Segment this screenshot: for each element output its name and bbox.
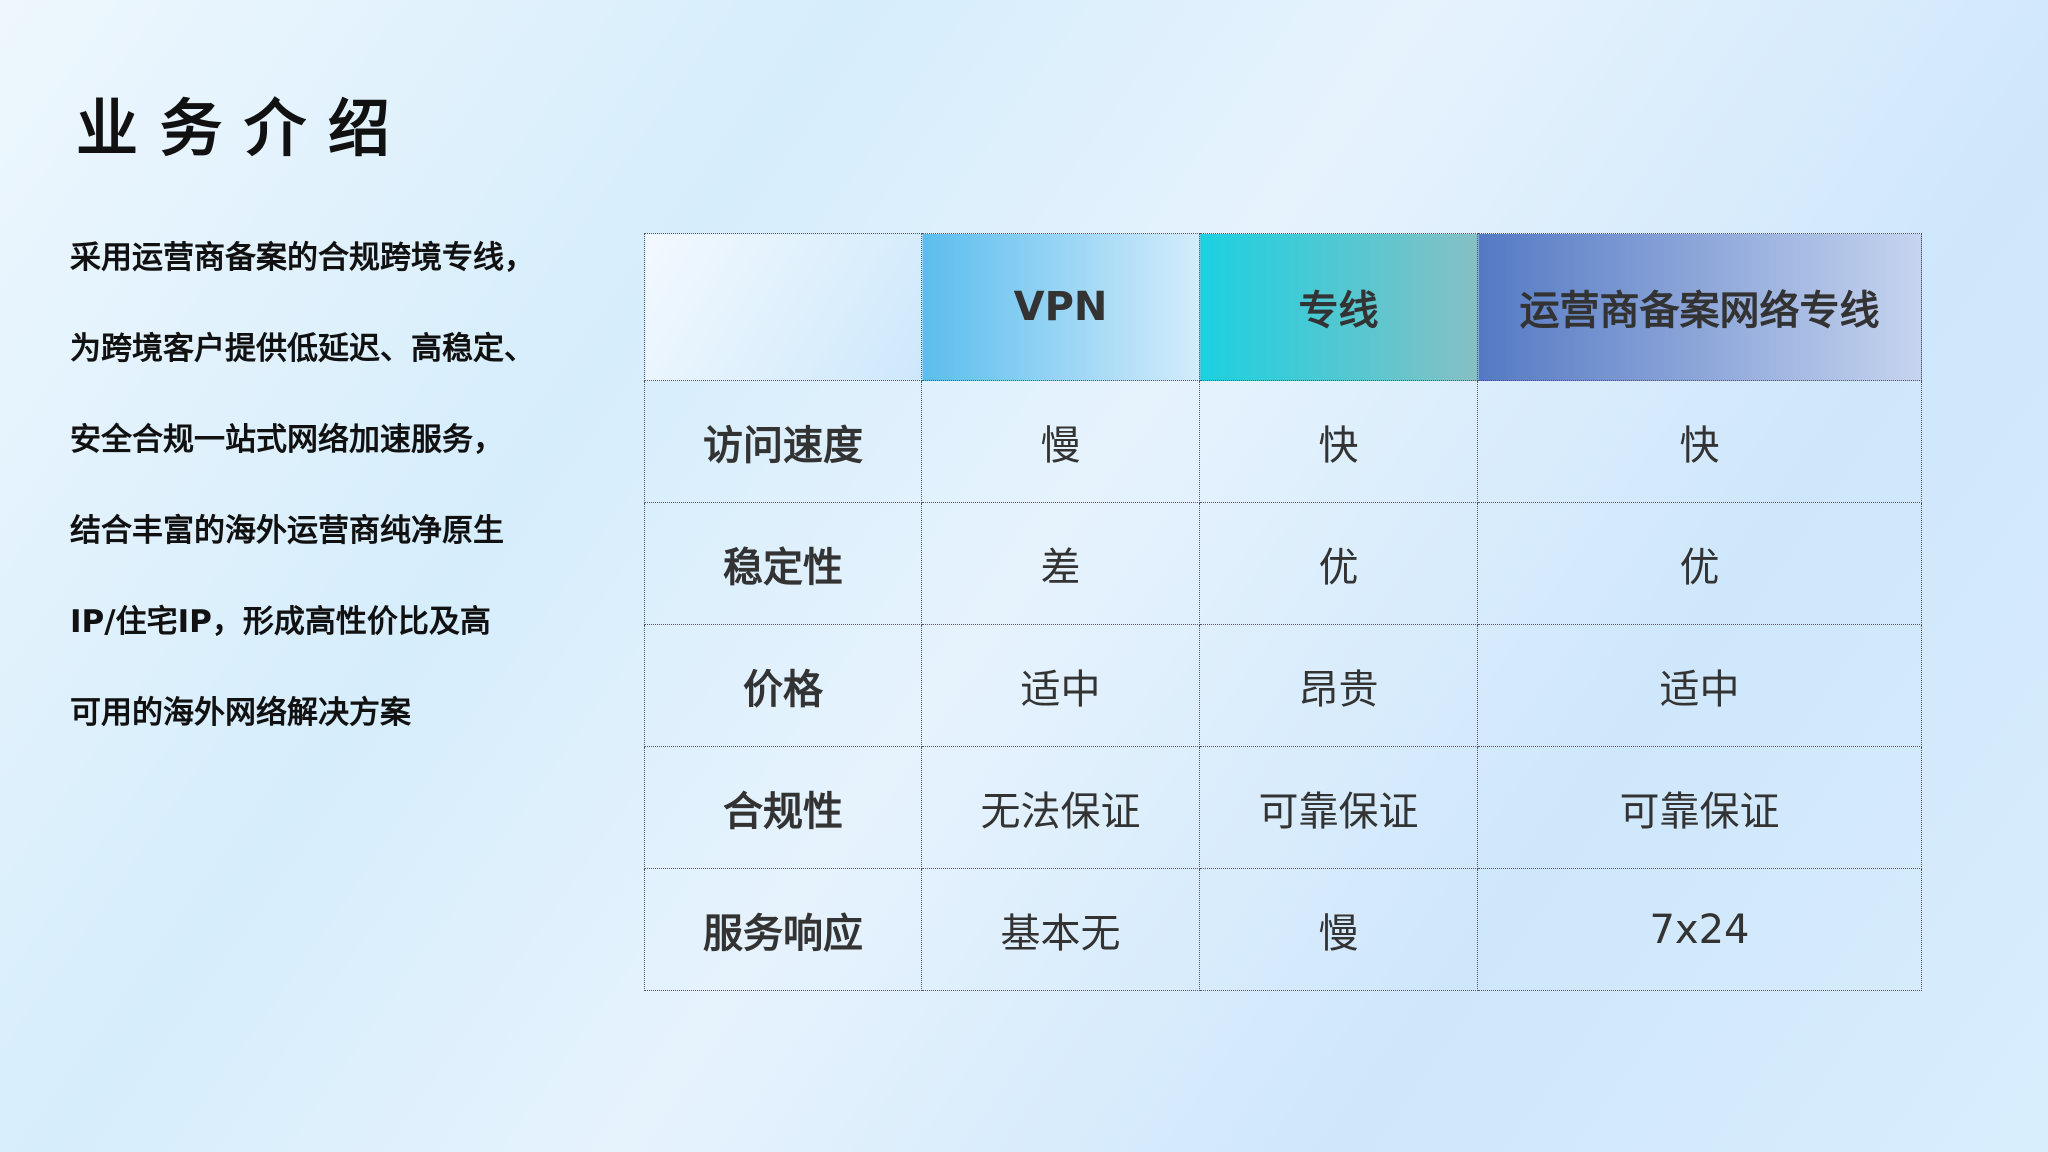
table-cell: 昂贵: [1199, 624, 1478, 747]
intro-line: 为跨境客户提供低延迟、高稳定、: [70, 331, 535, 367]
intro-line: IP/住宅IP，形成高性价比及高: [70, 604, 491, 640]
intro-line: 安全合规一站式网络加速服务，: [70, 422, 504, 458]
intro-line: 结合丰富的海外运营商纯净原生: [70, 513, 504, 549]
header-vpn: VPN: [921, 233, 1200, 381]
table-cell: 适中: [921, 624, 1200, 747]
table-cell: 适中: [1477, 624, 1922, 747]
table-cell: 快: [1477, 380, 1922, 503]
table-row: 稳定性 差 优 优: [644, 502, 1922, 625]
table-cell: 优: [1199, 502, 1478, 625]
intro-line: 可用的海外网络解决方案: [70, 695, 411, 731]
intro-line: 采用运营商备案的合规跨境专线，: [70, 240, 535, 276]
table-header-row: VPN 专线 运营商备案网络专线: [644, 233, 1922, 381]
table-row: 服务响应 基本无 慢 7x24: [644, 868, 1922, 991]
table-cell: 优: [1477, 502, 1922, 625]
table-cell: 慢: [1199, 868, 1478, 991]
header-empty: [644, 233, 922, 381]
row-label: 价格: [644, 624, 922, 747]
table-cell: 差: [921, 502, 1200, 625]
table-cell: 7x24: [1477, 868, 1922, 991]
comparison-table: VPN 专线 运营商备案网络专线 访问速度 慢 快 快 稳定性 差 优 优 价格…: [644, 233, 1922, 991]
table-cell: 慢: [921, 380, 1200, 503]
header-dedicated-line: 专线: [1199, 233, 1478, 381]
page-title: 业务介绍: [76, 92, 413, 165]
table-cell: 可靠保证: [1199, 746, 1478, 869]
table-cell: 基本无: [921, 868, 1200, 991]
table-cell: 可靠保证: [1477, 746, 1922, 869]
table-cell: 快: [1199, 380, 1478, 503]
table-cell: 无法保证: [921, 746, 1200, 869]
table-row: 价格 适中 昂贵 适中: [644, 624, 1922, 747]
row-label: 访问速度: [644, 380, 922, 503]
row-label: 服务响应: [644, 868, 922, 991]
intro-paragraph: 采用运营商备案的合规跨境专线， 为跨境客户提供低延迟、高稳定、 安全合规一站式网…: [70, 236, 610, 782]
header-carrier-line: 运营商备案网络专线: [1477, 233, 1922, 381]
row-label: 稳定性: [644, 502, 922, 625]
table-row: 访问速度 慢 快 快: [644, 380, 1922, 503]
table-row: 合规性 无法保证 可靠保证 可靠保证: [644, 746, 1922, 869]
row-label: 合规性: [644, 746, 922, 869]
